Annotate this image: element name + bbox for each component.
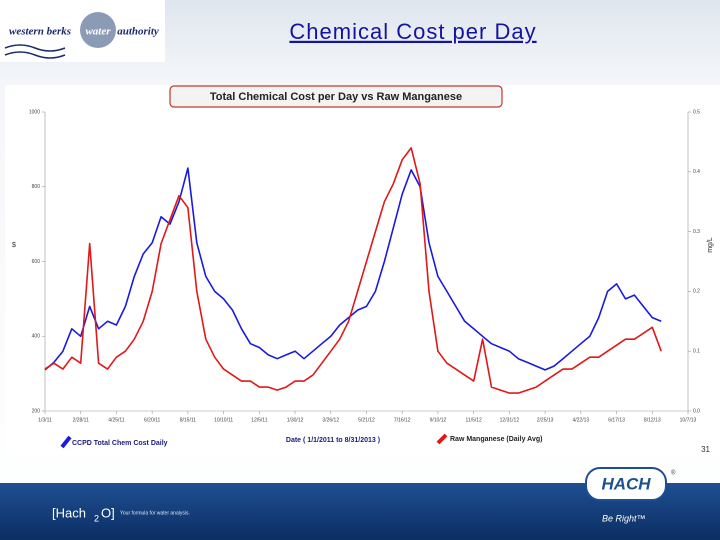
- y-tick-label: 600: [32, 259, 41, 265]
- y2-tick-label: 0.2: [693, 289, 700, 295]
- series-line: [44, 167, 662, 371]
- chart-background: [5, 85, 720, 457]
- x-tick-label: 5/21/12: [358, 417, 375, 423]
- x-tick-label: 10/7/13: [680, 417, 697, 423]
- y-tick-label: 400: [32, 334, 41, 340]
- hach-badge: [585, 467, 667, 501]
- x-tick-label: 8/15/11: [180, 417, 197, 423]
- logo: western berks water authority: [0, 0, 165, 62]
- x-tick-label: 8/12/13: [644, 417, 661, 423]
- y2-tick-label: 0.4: [693, 169, 700, 175]
- registered: ®: [671, 470, 676, 477]
- brand-text: O]: [101, 505, 115, 520]
- footer-brand: [Hach 2 O] Your formula for water analys…: [52, 505, 190, 523]
- brand-text: 2: [94, 513, 99, 523]
- x-tick-label: 12/5/11: [251, 417, 268, 423]
- slogan: Be Right™: [602, 513, 646, 523]
- tagline: Your formula for water analysis.: [120, 510, 190, 516]
- legend-label: CCPD Total Chem Cost Daily: [72, 440, 168, 447]
- y2-tick-label: 0.5: [693, 109, 700, 115]
- y-axis-label: $: [12, 242, 16, 249]
- x-tick-label: 1/30/12: [287, 417, 304, 423]
- legend: CCPD Total Chem Cost Daily Raw Manganese…: [60, 433, 542, 449]
- x-tick-label: 7/16/12: [394, 417, 411, 423]
- chart-title-box: [169, 85, 503, 108]
- legend-swatch: [60, 435, 72, 449]
- y2-tick-label: 0.1: [693, 349, 700, 355]
- y-tick-label: 1000: [29, 109, 40, 115]
- y-tick-label: 200: [32, 408, 41, 414]
- slide-title: Chemical Cost per Day: [289, 19, 536, 44]
- x-tick-label: 2/28/11: [73, 417, 90, 423]
- y2-tick-label: 0.0: [693, 408, 700, 414]
- x-tick-label: 6/17/13: [608, 417, 625, 423]
- hach-logo: HACH ® Be Right™: [585, 467, 676, 523]
- x-tick-label: 1/3/11: [38, 417, 52, 423]
- logo-waves: [4, 44, 66, 59]
- y-tick-label: 800: [32, 184, 41, 190]
- hach-text: HACH: [601, 474, 651, 493]
- legend-swatch: [436, 433, 448, 445]
- x-tick-label: 12/31/12: [500, 417, 520, 423]
- x-tick-label: 9/10/12: [430, 417, 447, 423]
- x-tick-label: 4/22/13: [572, 417, 589, 423]
- chart-title: Total Chemical Cost per Day vs Raw Manga…: [210, 91, 462, 103]
- logo-text: authority: [117, 26, 159, 38]
- y2-tick-label: 0.3: [693, 229, 700, 235]
- x-tick-label: 11/5/12: [466, 417, 483, 423]
- logo-text: water: [85, 26, 111, 38]
- y2-axis-label: mg/L: [707, 237, 714, 253]
- x-tick-label: 3/26/12: [322, 417, 339, 423]
- brand-text: [Hach: [52, 505, 86, 520]
- page-number: 31: [701, 445, 710, 454]
- x-tick-label: 10/10/11: [214, 417, 233, 423]
- x-axis-label: Date ( 1/1/2011 to 8/31/2013 ): [286, 437, 380, 444]
- legend-label: Raw Manganese (Daily Avg): [450, 436, 542, 443]
- x-tick-label: 2/25/13: [537, 417, 554, 423]
- logo-text: western berks: [9, 26, 71, 38]
- logo-drop: [80, 12, 116, 48]
- x-tick-label: 6/20/11: [144, 417, 161, 423]
- series-line: [44, 147, 662, 394]
- x-tick-label: 4/25/11: [108, 417, 125, 423]
